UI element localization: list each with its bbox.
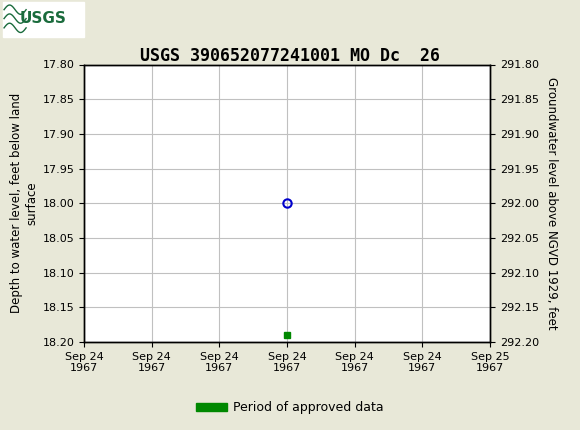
Y-axis label: Depth to water level, feet below land
surface: Depth to water level, feet below land su… [10, 93, 38, 313]
Text: USGS: USGS [20, 11, 67, 26]
FancyBboxPatch shape [3, 2, 84, 37]
Y-axis label: Groundwater level above NGVD 1929, feet: Groundwater level above NGVD 1929, feet [545, 77, 557, 329]
Text: USGS 390652077241001 MO Dc  26: USGS 390652077241001 MO Dc 26 [140, 47, 440, 65]
Legend: Period of approved data: Period of approved data [191, 396, 389, 419]
